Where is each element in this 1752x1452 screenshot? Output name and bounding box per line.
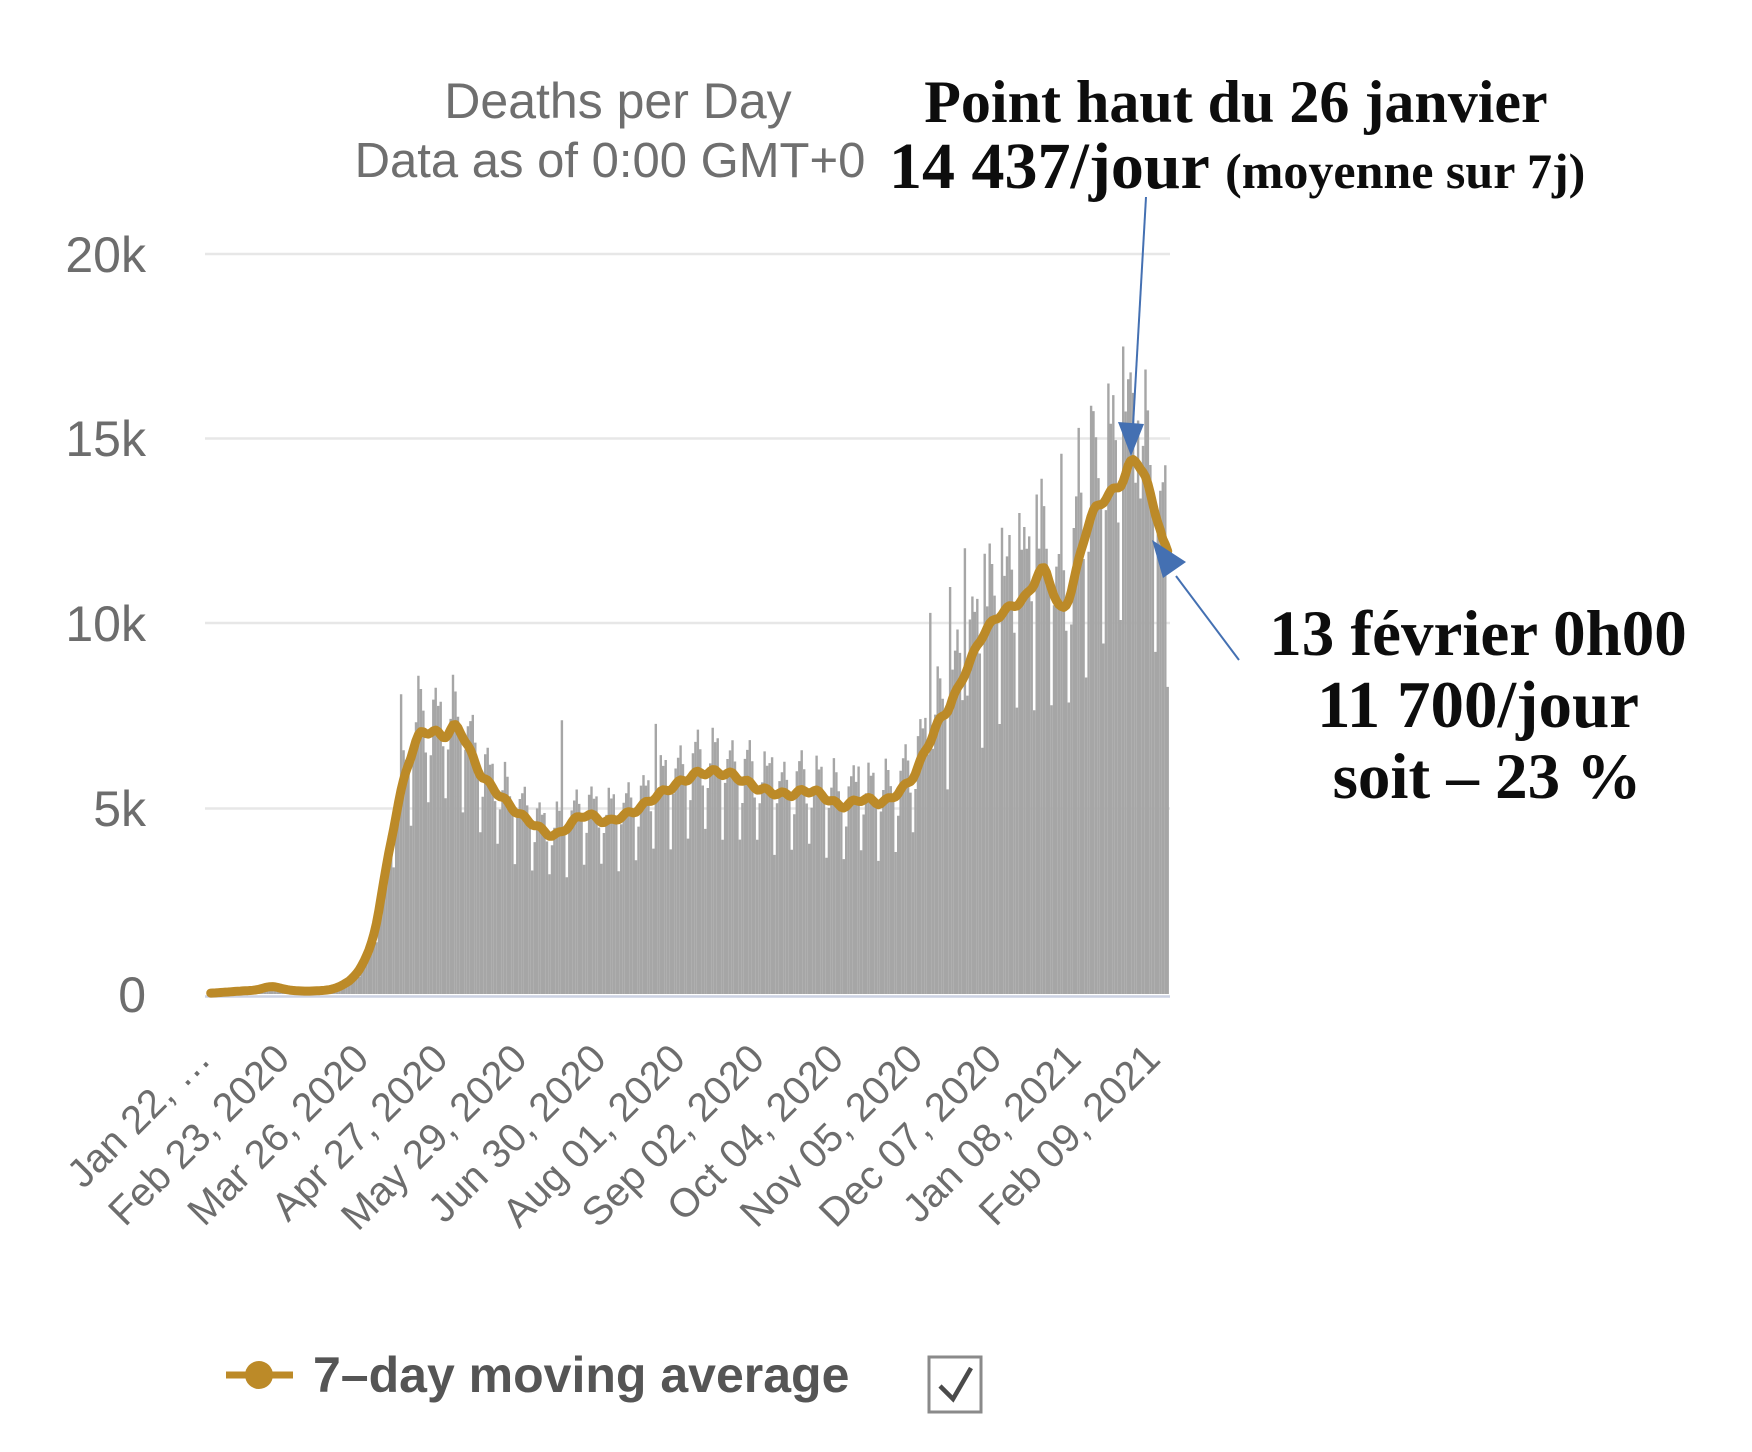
svg-text:0: 0 xyxy=(118,967,146,1023)
svg-text:15k: 15k xyxy=(65,411,147,467)
svg-text:Data as of 0:00 GMT+0: Data as of 0:00 GMT+0 xyxy=(355,134,866,188)
svg-text:Deaths per Day: Deaths per Day xyxy=(444,73,791,129)
svg-text:11 700/jour: 11 700/jour xyxy=(1317,668,1639,742)
svg-text:5k: 5k xyxy=(93,781,147,837)
svg-text:14 437/jour (moyenne sur 7j): 14 437/jour (moyenne sur 7j) xyxy=(889,130,1585,203)
svg-text:Point haut du 26 janvier: Point haut du 26 janvier xyxy=(924,69,1547,135)
svg-text:soit – 23 %: soit – 23 % xyxy=(1333,741,1642,813)
svg-text:13 février 0h00: 13 février 0h00 xyxy=(1269,598,1687,670)
svg-text:10k: 10k xyxy=(65,596,147,652)
svg-text:7–day moving average: 7–day moving average xyxy=(313,1347,849,1403)
svg-text:20k: 20k xyxy=(65,227,147,283)
